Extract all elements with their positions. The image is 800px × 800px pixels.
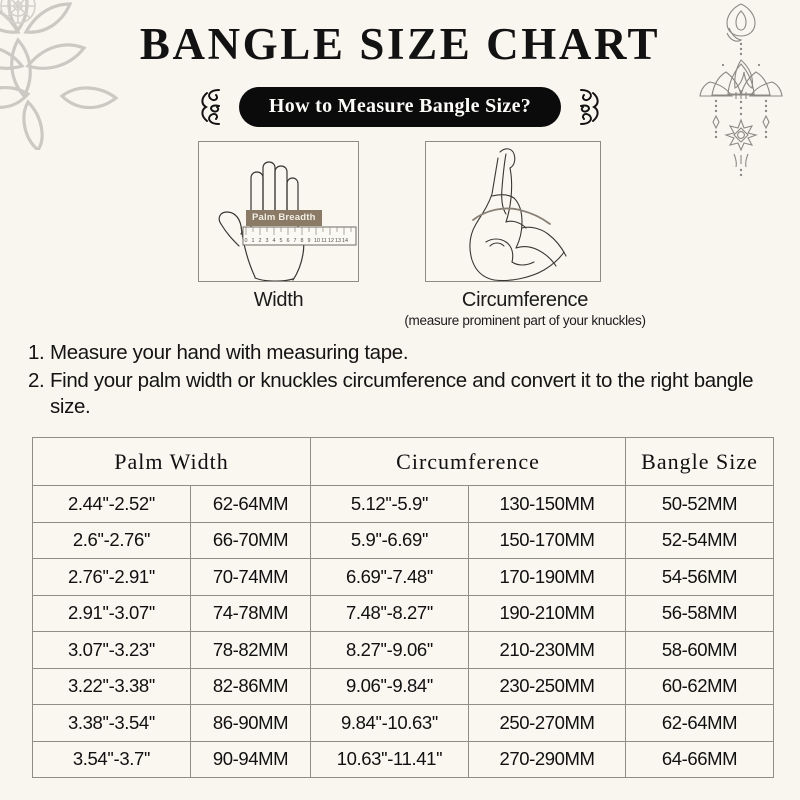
column-header-bangle-size: Bangle Size: [625, 437, 775, 486]
instruction-number: 2.: [28, 369, 45, 392]
table-cell: 64-66MM: [625, 740, 775, 778]
table-cell: 74-78MM: [190, 594, 311, 632]
table-cell: 58-60MM: [625, 631, 775, 669]
table-cell: 62-64MM: [190, 485, 311, 523]
table-cell: 2.91''-3.07'': [32, 594, 191, 632]
instructions-list: 1. Measure your hand with measuring tape…: [28, 340, 768, 422]
table-cell: 10.63''-11.41'': [310, 740, 469, 778]
subtitle-row: How to Measure Bangle Size?: [0, 86, 800, 128]
svg-text:6: 6: [287, 238, 290, 244]
column-header-palm-width: Palm Width: [32, 437, 311, 486]
svg-text:2: 2: [259, 238, 262, 244]
table-cell: 6.69''-7.48'': [310, 558, 469, 596]
table-cell: 9.06''-9.84'': [310, 667, 469, 705]
circumference-figure: [425, 141, 601, 282]
table-cell: 3.38''-3.54'': [32, 704, 191, 742]
svg-text:11: 11: [321, 238, 327, 244]
circumference-caption-subtext: (measure prominent part of your knuckles…: [404, 313, 646, 328]
list-item: 2. Find your palm width or knuckles circ…: [28, 368, 768, 420]
svg-text:7: 7: [294, 238, 297, 244]
table-cell: 82-86MM: [190, 667, 311, 705]
svg-text:12: 12: [328, 238, 334, 244]
how-to-measure-pill: How to Measure Bangle Size?: [238, 87, 562, 127]
flourish-swirl-right-icon: [580, 89, 599, 125]
svg-text:10: 10: [314, 238, 320, 244]
table-cell: 86-90MM: [190, 704, 311, 742]
svg-text:5: 5: [280, 238, 283, 244]
table-row: 2.44''-2.52'' 62-64MM 5.12''-5.9'' 130-150M…: [32, 485, 775, 523]
table-cell: 2.6''-2.76'': [32, 521, 191, 559]
table-cell: 3.22''-3.38'': [32, 667, 191, 705]
table-row: 2.76''-2.91'' 70-74MM 6.69''-7.48'' 170-190…: [32, 558, 775, 596]
svg-text:0: 0: [245, 238, 248, 244]
page-title: BANGLE SIZE CHART: [139, 19, 661, 69]
table-cell: 250-270MM: [467, 704, 627, 742]
table-cell: 9.84''-10.63'': [310, 704, 469, 742]
width-caption-text: Width: [253, 289, 304, 311]
table-header-row: Palm Width Circumference Bangle Size: [32, 437, 775, 486]
table-cell: 210-230MM: [467, 631, 627, 669]
table-cell: 70-74MM: [190, 558, 311, 596]
table-cell: 78-82MM: [190, 631, 311, 669]
table-cell: 3.54''-3.7'': [32, 740, 191, 778]
table-row: 3.22''-3.38'' 82-86MM 9.06''-9.84'' 230-250…: [32, 667, 775, 705]
table-cell: 54-56MM: [625, 558, 775, 596]
list-item: 1. Measure your hand with measuring tape…: [28, 340, 768, 366]
circumference-caption-text: Circumference: [461, 289, 589, 311]
table-cell: 50-52MM: [625, 485, 775, 523]
svg-text:1: 1: [252, 238, 255, 244]
svg-text:9: 9: [308, 238, 311, 244]
table-cell: 90-94MM: [190, 740, 311, 778]
table-row: 2.6''-2.76'' 66-70MM 5.9''-6.69'' 150-170MM…: [32, 521, 775, 559]
table-cell: 3.07''-3.23'': [32, 631, 191, 669]
table-cell: 270-290MM: [467, 740, 627, 778]
table-cell: 62-64MM: [625, 704, 775, 742]
hand-with-tape-around-knuckles-illustration: [469, 148, 567, 281]
table-cell: 8.27''-9.06'': [310, 631, 469, 669]
bangle-size-table: Palm Width Circumference Bangle Size 2.4…: [32, 437, 775, 778]
table-cell: 5.12''-5.9'': [310, 485, 469, 523]
table-cell: 66-70MM: [190, 521, 311, 559]
table-cell: 7.48''-8.27'': [310, 594, 469, 632]
circumference-caption: Circumference (measure prominent part of…: [375, 289, 675, 328]
table-row: 2.91''-3.07'' 74-78MM 7.48''-8.27'' 190-210…: [32, 594, 775, 632]
svg-text:3: 3: [266, 238, 269, 244]
table-cell: 5.9''-6.69'': [310, 521, 469, 559]
table-cell: 56-58MM: [625, 594, 775, 632]
svg-text:4: 4: [273, 238, 276, 244]
table-cell: 190-210MM: [467, 594, 627, 632]
palm-breadth-tag: Palm Breadth: [246, 210, 322, 226]
instruction-text: Find your palm width or knuckles circumf…: [50, 369, 754, 418]
table-cell: 2.76''-2.91'': [32, 558, 191, 596]
column-header-circumference: Circumference: [309, 437, 627, 486]
svg-text:13: 13: [335, 238, 341, 244]
instruction-text: Measure your hand with measuring tape.: [50, 341, 409, 364]
instruction-number: 1.: [28, 341, 45, 364]
table-cell: 170-190MM: [467, 558, 627, 596]
width-caption: Width: [198, 289, 359, 312]
svg-text:14: 14: [342, 238, 348, 244]
table-cell: 130-150MM: [467, 485, 627, 523]
table-row: 3.07''-3.23'' 78-82MM 8.27''-9.06'' 210-230…: [32, 631, 775, 669]
svg-text:8: 8: [301, 238, 304, 244]
table-cell: 52-54MM: [625, 521, 775, 559]
flourish-swirl-left-icon: [201, 89, 220, 125]
table-cell: 230-250MM: [467, 667, 627, 705]
table-row: 3.54''-3.7'' 90-94MM 10.63''-11.41'' 270-29…: [32, 740, 775, 778]
table-cell: 150-170MM: [467, 521, 627, 559]
table-cell: 60-62MM: [625, 667, 775, 705]
table-row: 3.38''-3.54'' 86-90MM 9.84''-10.63'' 250-27…: [32, 704, 775, 742]
table-body: 2.44''-2.52'' 62-64MM 5.12''-5.9'' 130-150M…: [32, 485, 775, 778]
table-cell: 2.44''-2.52'': [32, 485, 191, 523]
